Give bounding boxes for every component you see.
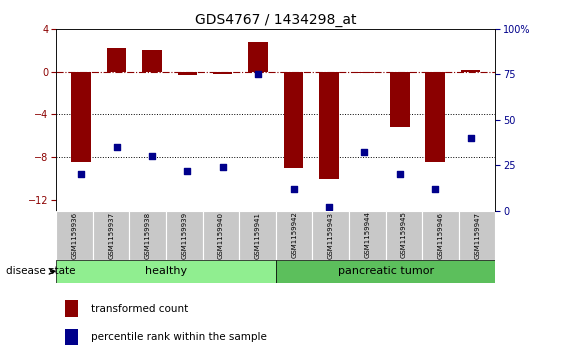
Point (324, 204, 333, 210)
Point (431, 186, 440, 192)
Point (77, 171, 86, 177)
Text: GSM1159946: GSM1159946 (437, 212, 444, 258)
Text: GSM1159944: GSM1159944 (364, 212, 370, 258)
Bar (203, 211, 239, 260)
Bar (248, 42, 268, 72)
Point (289, 186, 298, 192)
Text: GSM1159943: GSM1159943 (328, 212, 334, 258)
Text: healthy: healthy (145, 266, 187, 276)
Text: GSM1159940: GSM1159940 (218, 212, 224, 258)
Bar (284, 72, 303, 168)
Bar (276, 211, 312, 260)
Bar (426, 72, 445, 163)
Bar (142, 50, 162, 72)
Text: disease state: disease state (6, 266, 75, 276)
Bar (56, 260, 276, 283)
Bar (93, 211, 129, 260)
Text: transformed count: transformed count (91, 304, 189, 314)
Text: GSM1159939: GSM1159939 (181, 212, 187, 258)
Text: percentile rank within the sample: percentile rank within the sample (91, 333, 267, 342)
Bar (177, 72, 197, 75)
Bar (319, 72, 339, 179)
Bar (239, 211, 276, 260)
Text: GSM1159945: GSM1159945 (401, 212, 407, 258)
Bar (349, 211, 386, 260)
Text: GSM1159936: GSM1159936 (72, 212, 78, 258)
Bar (107, 48, 126, 72)
Point (148, 153, 157, 159)
Point (360, 150, 369, 155)
Bar (65, 300, 78, 317)
Title: GDS4767 / 1434298_at: GDS4767 / 1434298_at (195, 13, 356, 26)
Text: GSM1159947: GSM1159947 (474, 212, 480, 258)
Point (183, 168, 192, 174)
Text: GSM1159937: GSM1159937 (108, 212, 114, 258)
Bar (72, 72, 91, 163)
Bar (355, 72, 374, 73)
Bar (461, 70, 480, 72)
Point (254, 72, 263, 77)
Bar (276, 260, 495, 283)
Bar (213, 72, 233, 74)
Bar (390, 72, 409, 127)
Bar (65, 329, 78, 345)
Bar (312, 211, 349, 260)
Text: GSM1159941: GSM1159941 (254, 212, 261, 258)
Bar (386, 211, 422, 260)
Point (395, 171, 404, 177)
Text: GSM1159938: GSM1159938 (145, 212, 151, 258)
Text: pancreatic tumor: pancreatic tumor (338, 266, 434, 276)
Bar (56, 211, 93, 260)
Point (112, 144, 121, 150)
Bar (459, 211, 495, 260)
Bar (129, 211, 166, 260)
Text: GSM1159942: GSM1159942 (291, 212, 297, 258)
Bar (166, 211, 203, 260)
Point (466, 135, 475, 141)
Bar (422, 211, 459, 260)
Point (218, 164, 227, 170)
